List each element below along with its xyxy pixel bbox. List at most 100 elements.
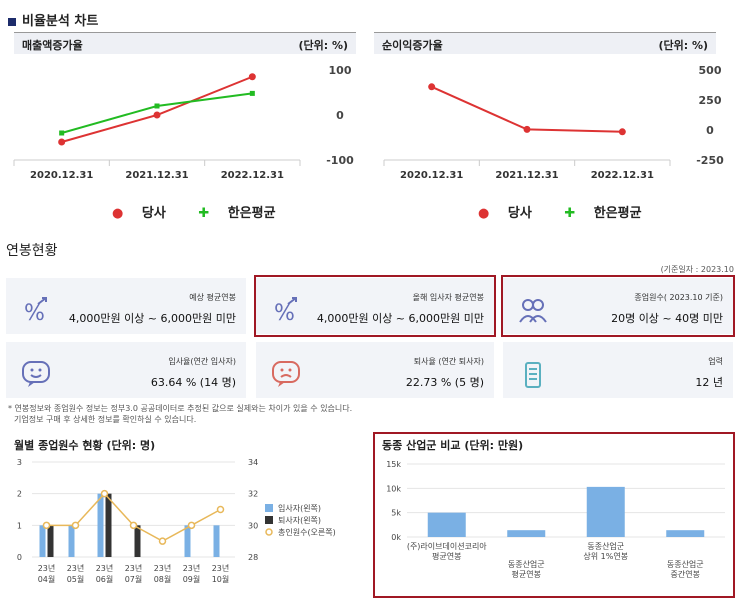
monthly-ytick-left: 2 [17, 490, 22, 499]
legend-dot-red-icon: ● [112, 206, 124, 221]
chart2-ytick: 0 [706, 124, 714, 137]
svg-text:%: % [24, 301, 45, 326]
ratio-section-title-text: 비율분석 차트 [22, 14, 99, 29]
chart1-point [58, 138, 66, 146]
industry-xlabel: 동종산업군 [508, 559, 545, 569]
card-new-hire-value: 4,000만원 이상 ~ 6,000만원 미만 [316, 312, 484, 325]
monthly-legend-label: 퇴사자(왼쪽) [278, 516, 321, 525]
monthly-xlabel: 23년 [125, 563, 143, 573]
legend-dot-red-icon-2: ● [478, 206, 490, 221]
highlight-industry [373, 432, 735, 598]
monthly-ytick-left: 3 [17, 458, 22, 467]
chart1-xlabel: 2021.12.31 [125, 170, 188, 181]
monthly-total-point [187, 521, 196, 530]
percent-arrow-icon: % [24, 297, 47, 326]
chart2-ytick: 500 [699, 64, 722, 77]
smile-chat-icon [22, 361, 50, 387]
industry-ytick: 10k [386, 484, 401, 493]
legend-company-label: 당사 [141, 206, 166, 221]
disclaimer-line1: * 연봉정보와 종업원수 정보는 정부3.0 공공데이터로 추정된 값으로 실제… [8, 404, 353, 413]
svg-text:%: % [274, 301, 295, 326]
monthly-legend-swatch [265, 516, 273, 524]
card-join-rate-label: 입사율(연간 입사자) [168, 357, 236, 366]
card-employees-label: 종업원수( 2023.10 기준) [634, 293, 723, 302]
chart1-ytick: -100 [326, 154, 354, 167]
disclaimer-line2: 기업정보 구매 후 상세한 정보를 확인하실 수 있습니다. [14, 415, 197, 424]
legend-company-label-2: 당사 [507, 206, 532, 221]
industry-bar [666, 530, 705, 537]
monthly-legend-swatch [265, 528, 273, 536]
ratio-section-title: 비율분석 차트 [8, 10, 98, 29]
chart1-point [153, 111, 161, 119]
legend-average-label: 한은평균 [227, 206, 276, 221]
monthly-total-point [100, 489, 109, 498]
legend-average-label-2: 한은평균 [593, 206, 642, 221]
chart2-ytick: 250 [699, 94, 722, 107]
chart1-series-line-0 [61, 75, 253, 143]
card-expected-salary: % 예상 평균연봉 4,000만원 이상 ~ 6,000만원 미만 [6, 278, 246, 334]
chart1-xlabel: 2020.12.31 [30, 170, 93, 181]
chart1-point [154, 103, 160, 109]
monthly-legend-swatch [265, 504, 273, 512]
card-leave-rate-value: 22.73 % (5 명) [405, 376, 484, 389]
industry-xlabel: 상위 1%연봉 [583, 551, 628, 561]
legend-company[interactable]: ● 당사 [112, 206, 180, 221]
card-join-rate: 입사율(연간 입사자) 63.64 % (14 명) [6, 342, 246, 398]
monthly-ytick-left: 0 [17, 553, 22, 562]
industry-bar [427, 512, 466, 537]
chart2-xlabel: 2020.12.31 [400, 170, 463, 181]
monthly-ytick-left: 1 [17, 521, 22, 530]
industry-ytick: 0k [391, 533, 401, 542]
monthly-ytick-right: 34 [248, 458, 258, 467]
monthly-xlabel: 06월 [96, 574, 114, 584]
industry-ytick: 5k [391, 509, 401, 518]
card-join-rate-value: 63.64 % (14 명) [150, 376, 236, 389]
legend-average-2[interactable]: ✚ 한은평균 [564, 206, 655, 221]
section-square-icon [8, 17, 16, 26]
chart1-xlabel: 2022.12.31 [221, 170, 284, 181]
ref-date: (기준일자 : 2023.10 [660, 265, 734, 274]
monthly-bar-join [97, 493, 104, 557]
monthly-xlabel: 05월 [67, 574, 85, 584]
industry-chart: 15k10k5k0k(주)라이브데이션코리아평균연봉동종산업군평균연봉동종산업군… [386, 460, 725, 579]
monthly-total-point [71, 521, 80, 530]
monthly-total-point [216, 505, 225, 514]
legend-company-2[interactable]: ● 당사 [478, 206, 546, 221]
chart1-point [59, 130, 65, 136]
legend-average[interactable]: ✚ 한은평균 [198, 206, 289, 221]
sad-chat-icon [272, 361, 300, 387]
monthly-bar-join [39, 525, 46, 557]
monthly-xlabel: 08월 [154, 574, 172, 584]
industry-title: 동종 산업군 비교 (단위: 만원) [382, 439, 524, 452]
monthly-bar-join [213, 525, 220, 557]
card-years-value: 12 년 [695, 376, 723, 389]
industry-xlabel: 평균연봉 [512, 569, 541, 579]
chart2-title: 순이익증가율 [382, 39, 443, 52]
card-leave-rate: 퇴사율 (연간 퇴사자) 22.73 % (5 명) [256, 342, 494, 398]
monthly-total-point [158, 537, 167, 545]
monthly-chart: 32103432302823년04월23년05월23년06월23년07월23년0… [17, 458, 336, 584]
chart2-legend: ● 당사 ✚ 한은평균 [478, 202, 670, 221]
monthly-total-point [42, 521, 51, 530]
monthly-legend-label: 입사자(왼쪽) [278, 504, 321, 513]
monthly-ytick-right: 30 [248, 521, 258, 530]
monthly-legend-label: 총인원수(오른쪽) [278, 527, 336, 537]
card-leave-rate-label: 퇴사율 (연간 퇴사자) [413, 357, 484, 366]
chart1-ytick: 0 [336, 109, 344, 122]
industry-xlabel: 동종산업군 [667, 559, 704, 569]
monthly-bar-leave [47, 525, 54, 557]
monthly-xlabel: 10월 [212, 574, 230, 584]
chart1-point [249, 90, 255, 96]
monthly-ytick-right: 28 [248, 553, 258, 562]
industry-bar [586, 486, 625, 537]
monthly-xlabel: 23년 [154, 563, 172, 573]
chart2-point [523, 125, 531, 133]
chart1-unit: (단위: %) [298, 39, 348, 52]
card-new-hire-salary: % 올해 입사자 평균연봉 4,000만원 이상 ~ 6,000만원 미만 [256, 278, 494, 334]
card-employees: 종업원수( 2023.10 기준) 20명 이상 ~ 40명 미만 [503, 278, 733, 334]
people-icon [519, 299, 547, 323]
salary-section-title: 연봉현황 [6, 243, 58, 259]
industry-ytick: 15k [386, 460, 401, 469]
industry-xlabel: 중간연봉 [671, 569, 700, 579]
card-years-label: 업력 [708, 357, 723, 366]
